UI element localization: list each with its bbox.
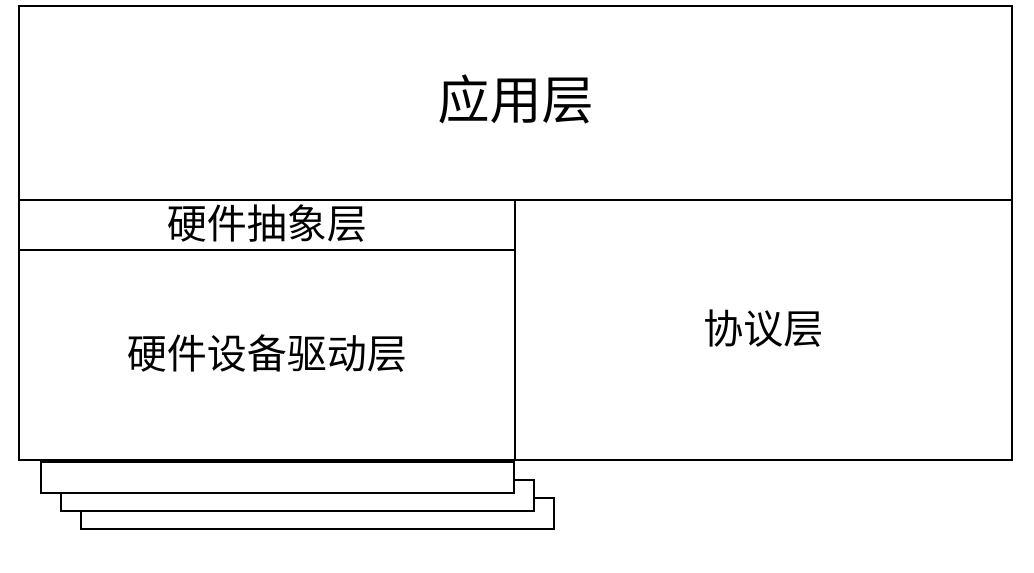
hardware-box-front	[40, 461, 515, 494]
protocol-layer-label: 协议层	[703, 310, 823, 350]
hardware-driver-layer-box: 硬件设备驱动层	[20, 251, 514, 459]
architecture-diagram: 应用层 硬件抽象层 硬件设备驱动层 协议层	[18, 5, 1013, 461]
hardware-abstraction-layer-box: 硬件抽象层	[20, 201, 514, 251]
application-layer-box: 应用层	[18, 5, 1013, 201]
left-column: 硬件抽象层 硬件设备驱动层	[18, 201, 516, 461]
application-layer-label: 应用层	[437, 77, 593, 129]
hardware-driver-layer-label: 硬件设备驱动层	[127, 335, 407, 375]
hardware-abstraction-layer-label: 硬件抽象层	[167, 205, 367, 245]
protocol-layer-box: 协议层	[516, 201, 1014, 461]
lower-row: 硬件抽象层 硬件设备驱动层 协议层	[18, 201, 1013, 461]
